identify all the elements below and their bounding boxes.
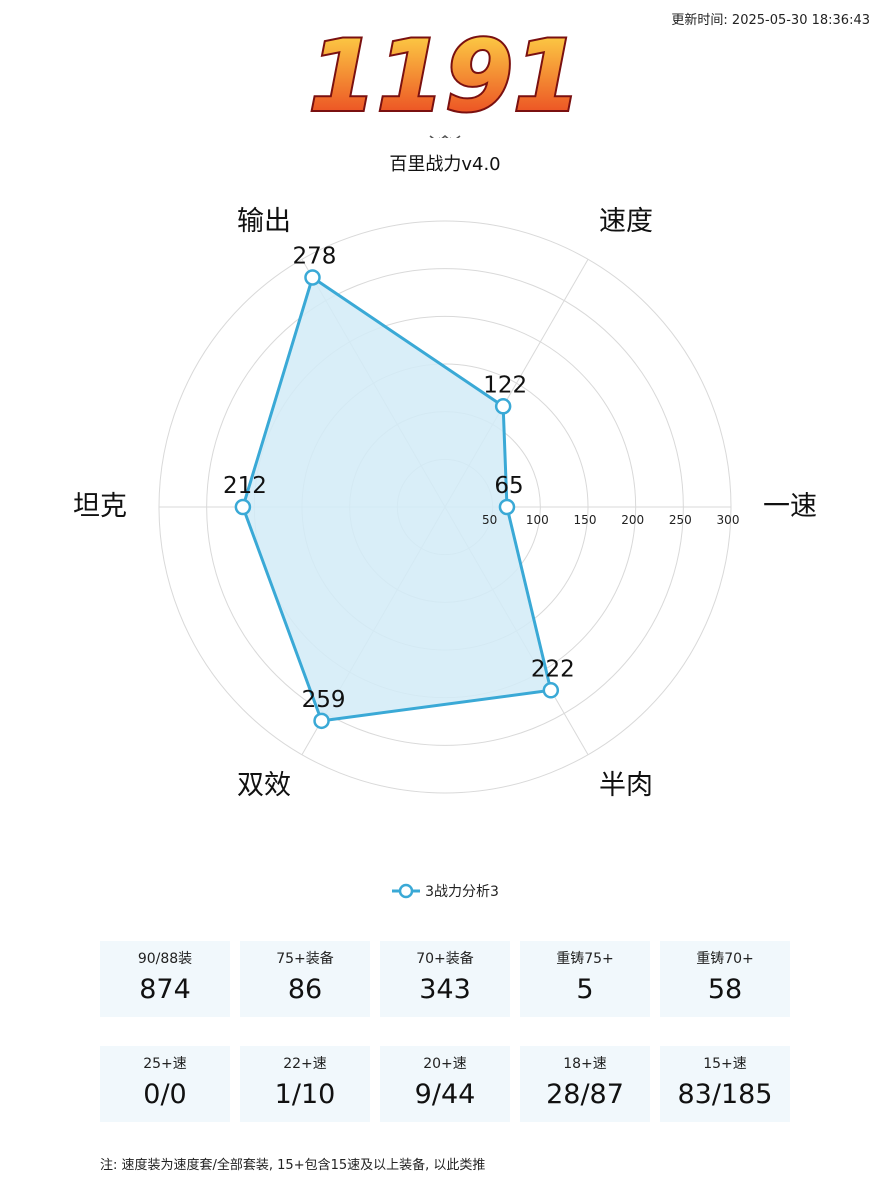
stat-value: 343	[419, 974, 471, 1005]
data-label: 65	[494, 473, 523, 499]
stat-box: 25+速 0/0	[100, 1046, 230, 1122]
data-label: 212	[223, 473, 267, 499]
data-point	[304, 269, 321, 286]
stat-value: 58	[707, 974, 743, 1005]
data-point	[494, 398, 512, 415]
update-time: 更新时间: 2025-05-30 18:36:43	[671, 13, 870, 28]
indicator-label: 输出	[237, 206, 291, 237]
stat-box: 重铸75+ 5	[520, 941, 650, 1017]
indicator-label: 一速	[763, 491, 817, 522]
data-label: 222	[531, 656, 575, 682]
stat-value: 1/10	[274, 1079, 336, 1110]
ring-tick-label: 200	[621, 513, 644, 527]
data-label: 122	[483, 372, 527, 398]
ring-tick-label: 50	[482, 513, 497, 527]
stat-box: 75+装备 86	[240, 941, 370, 1017]
stat-label: 重铸75+	[556, 951, 614, 967]
ring-tick-label: 150	[574, 513, 597, 527]
legend-marker-icon	[392, 883, 421, 899]
stats-row-speed: 25+速 0/0 22+速 1/10 20+速 9/44 18+速 28/87 …	[100, 1046, 790, 1122]
total-score: 1191	[309, 20, 582, 134]
stats-row-equipment: 90/88装 874 75+装备 86 70+装备 343 重铸75+ 5 重铸…	[100, 941, 790, 1017]
ring-tick-label: 100	[526, 513, 549, 527]
stat-box: 20+速 9/44	[380, 1046, 510, 1122]
radar-series: 122 65 222 259 212 278	[223, 243, 575, 730]
stat-label: 重铸70+	[696, 951, 754, 967]
data-point	[234, 498, 252, 516]
stat-label: 90/88装	[137, 951, 193, 967]
stat-box: 重铸70+ 58	[660, 941, 790, 1017]
stat-label: 75+装备	[276, 951, 334, 967]
page-subtitle: 百里战力v4.0	[389, 154, 501, 175]
data-point	[313, 712, 330, 730]
stat-label: 18+速	[563, 1056, 607, 1072]
chart-legend[interactable]: 3战力分析3	[0, 881, 890, 901]
score-banner: 1191	[307, 18, 583, 138]
stat-value: 0/0	[143, 1079, 187, 1110]
stat-box: 22+速 1/10	[240, 1046, 370, 1122]
data-point	[498, 498, 516, 516]
stat-label: 22+速	[283, 1056, 327, 1072]
ring-tick-label: 250	[669, 513, 692, 527]
data-label: 278	[293, 243, 337, 269]
ring-tick-label: 300	[717, 513, 740, 527]
indicator-label: 坦克	[73, 491, 127, 522]
indicator-label: 速度	[599, 206, 653, 237]
stat-value: 28/87	[546, 1079, 624, 1110]
indicator-label: 半肉	[599, 770, 653, 801]
divider-ornament-icon	[429, 134, 461, 138]
stat-label: 20+速	[423, 1056, 467, 1072]
stat-value: 5	[576, 974, 594, 1005]
stat-box: 15+速 83/185	[660, 1046, 790, 1122]
stat-box: 70+装备 343	[380, 941, 510, 1017]
stat-label: 70+装备	[416, 951, 474, 967]
stat-box: 18+速 28/87	[520, 1046, 650, 1122]
legend-label: 3战力分析3	[425, 884, 499, 900]
stat-value: 874	[139, 974, 191, 1005]
indicator-label: 双效	[237, 770, 291, 801]
stat-box: 90/88装 874	[100, 941, 230, 1017]
stat-value: 83/185	[677, 1079, 773, 1110]
stat-value: 86	[287, 974, 323, 1005]
stat-value: 9/44	[414, 1079, 476, 1110]
radar-chart: 122 65 222 259 212 278 50 100 150 200 250 300 速度一速半…	[73, 206, 817, 801]
stat-label: 25+速	[143, 1056, 187, 1072]
stat-label: 15+速	[703, 1056, 747, 1072]
footer-note: 注: 速度装为速度套/全部套装, 15+包含15速及以上装备, 以此类推	[100, 1158, 486, 1173]
data-label: 259	[302, 687, 346, 713]
data-point	[542, 682, 560, 699]
